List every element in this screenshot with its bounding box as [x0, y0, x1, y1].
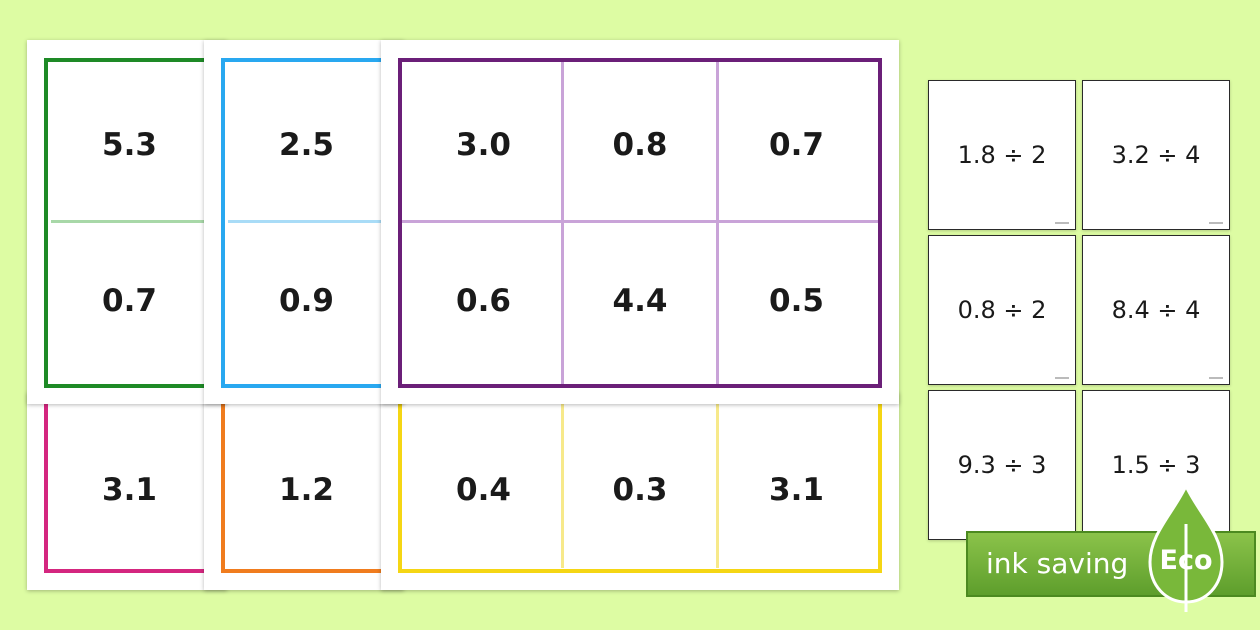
bingo-cell: 3.1 [102, 472, 157, 508]
bingo-board-pink: 3.1 [27, 392, 227, 590]
ink-saving-label: ink saving [986, 547, 1129, 580]
question-card: 1.8 ÷ 2 [928, 80, 1076, 230]
bingo-board-green: 5.3 0.7 [27, 40, 227, 404]
grid-line [716, 62, 719, 384]
leaf-icon [1148, 484, 1224, 612]
question-text: 3.2 ÷ 4 [1111, 141, 1201, 169]
bingo-board-purple: 3.0 0.8 0.7 0.6 4.4 0.5 [381, 40, 899, 404]
question-text: 0.8 ÷ 2 [957, 296, 1047, 324]
question-card: 0.8 ÷ 2 [928, 235, 1076, 385]
bingo-cell: 3.0 [456, 127, 511, 163]
bingo-cell: 5.3 [102, 127, 157, 163]
grid-line [716, 392, 719, 568]
grid-line [561, 392, 564, 568]
bingo-cell: 0.3 [612, 472, 668, 508]
bingo-cell: 0.8 [612, 127, 668, 163]
bingo-cell: 0.9 [279, 283, 334, 319]
question-text: 1.5 ÷ 3 [1111, 451, 1201, 479]
board-frame-purple [398, 58, 882, 388]
question-card: 8.4 ÷ 4 [1082, 235, 1230, 385]
bingo-cell: 3.1 [769, 472, 824, 508]
question-text: 9.3 ÷ 3 [957, 451, 1047, 479]
grid-line [51, 220, 227, 223]
question-card: 3.2 ÷ 4 [1082, 80, 1230, 230]
question-card: 9.3 ÷ 3 [928, 390, 1076, 540]
card-footer-mark [1055, 377, 1069, 379]
bingo-cell: 0.6 [456, 283, 511, 319]
bingo-cell: 0.4 [456, 472, 511, 508]
bingo-board-orange: 1.2 [204, 392, 404, 590]
board-frame-yellow [398, 392, 882, 573]
eco-label: Eco [1159, 545, 1213, 576]
bingo-cell: 4.4 [612, 283, 668, 319]
bingo-cell: 2.5 [279, 127, 334, 163]
card-footer-mark [1055, 222, 1069, 224]
bingo-cell: 0.7 [769, 127, 824, 163]
question-text: 8.4 ÷ 4 [1111, 296, 1201, 324]
board-frame-green [44, 58, 227, 388]
card-footer-mark [1209, 377, 1223, 379]
board-frame-blue [221, 58, 404, 388]
bingo-cell: 1.2 [279, 472, 334, 508]
bingo-board-blue: 2.5 0.9 [204, 40, 404, 404]
grid-line [402, 220, 878, 223]
bingo-cell: 0.5 [769, 283, 824, 319]
bingo-cell: 0.7 [102, 283, 157, 319]
grid-line [228, 220, 404, 223]
question-card: 1.5 ÷ 3 [1082, 390, 1230, 540]
grid-line [561, 62, 564, 384]
question-text: 1.8 ÷ 2 [957, 141, 1047, 169]
card-footer-mark [1209, 222, 1223, 224]
bingo-board-yellow: 0.4 0.3 3.1 [381, 392, 899, 590]
